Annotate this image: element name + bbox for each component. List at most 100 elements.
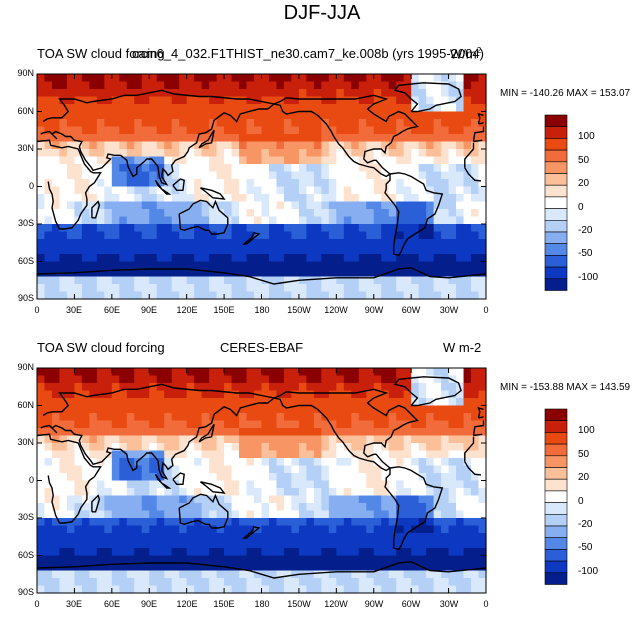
field-cell — [254, 518, 263, 527]
field-cell — [201, 156, 210, 165]
field-cell — [441, 224, 450, 233]
field-cell — [373, 119, 382, 128]
field-cell — [111, 420, 120, 429]
field-cell — [291, 465, 300, 474]
field-cell — [104, 201, 113, 210]
field-cell — [111, 443, 120, 452]
field-cell — [37, 405, 46, 414]
field-cell — [141, 164, 150, 173]
field-cell — [111, 141, 120, 150]
field-cell — [224, 480, 233, 489]
field-cell — [291, 585, 300, 594]
field-cell — [59, 570, 68, 579]
field-cell — [321, 390, 330, 399]
field-cell — [74, 420, 83, 429]
field-cell — [396, 413, 405, 422]
field-cell — [119, 291, 128, 300]
field-cell — [239, 443, 248, 452]
field-cell — [179, 495, 188, 504]
field-cell — [306, 119, 315, 128]
field-cell — [396, 585, 405, 594]
field-cell — [254, 291, 263, 300]
field-cell — [463, 368, 472, 377]
field-cell — [441, 578, 450, 587]
field-cell — [396, 488, 405, 497]
field-cell — [104, 89, 113, 98]
field-cell — [134, 246, 143, 255]
field-cell — [291, 141, 300, 150]
field-cell — [358, 201, 367, 210]
field-cell — [44, 96, 53, 105]
field-cell — [186, 473, 195, 482]
field-cell — [171, 465, 180, 474]
field-cell — [111, 96, 120, 105]
field-cell — [254, 458, 263, 467]
field-cell — [463, 216, 472, 225]
field-cell — [239, 179, 248, 188]
field-cell — [283, 458, 293, 467]
field-cell — [373, 488, 382, 497]
field-cell — [141, 134, 150, 143]
field-cell — [478, 224, 487, 233]
colorbar-swatch — [544, 138, 568, 151]
field-cell — [239, 111, 248, 120]
field-cell — [373, 201, 382, 210]
lon-label: 0 — [34, 599, 40, 609]
field-cell — [246, 480, 255, 489]
field-cell — [246, 540, 255, 549]
field-cell — [254, 276, 263, 285]
field-cell — [246, 450, 255, 459]
field-cell — [276, 540, 285, 549]
field-cell — [194, 375, 203, 384]
field-cell — [96, 420, 105, 429]
field-cell — [456, 156, 465, 165]
field-cell — [433, 224, 442, 233]
field-cell — [96, 473, 105, 482]
field-cell — [119, 488, 128, 497]
field-cell — [44, 156, 53, 165]
field-cell — [119, 179, 128, 188]
field-cell — [51, 570, 61, 579]
lon-label: 150E — [213, 305, 235, 315]
field-cell — [336, 119, 345, 128]
field-cell — [224, 246, 233, 255]
field-cell — [283, 405, 293, 414]
field-cell — [433, 383, 442, 392]
field-cell — [59, 201, 68, 210]
field-cell — [186, 480, 195, 489]
field-cell — [306, 201, 315, 210]
field-cell — [403, 413, 412, 422]
field-cell — [119, 375, 128, 384]
field-cell — [456, 405, 465, 414]
lon-label: 30W — [439, 599, 459, 609]
field-cell — [478, 525, 487, 534]
field-cell — [448, 405, 457, 414]
field-cell — [104, 435, 113, 444]
field-cell — [201, 149, 210, 158]
field-cell — [37, 458, 46, 467]
field-cell — [134, 585, 143, 594]
field-cell — [478, 458, 487, 467]
field-cell — [396, 368, 405, 377]
field-cell — [59, 510, 68, 519]
field-cell — [239, 156, 248, 165]
field-cell — [164, 413, 173, 422]
field-cell — [441, 533, 450, 542]
field-cell — [81, 533, 90, 542]
field-cell — [463, 134, 472, 143]
field-cell — [471, 443, 480, 452]
field-cell — [441, 261, 450, 270]
field-cell — [51, 224, 61, 233]
field-cell — [433, 428, 442, 437]
field-cell — [283, 495, 293, 504]
lon-label: 90W — [364, 599, 384, 609]
field-cell — [441, 390, 450, 399]
field-cell — [268, 96, 278, 105]
field-cell — [328, 74, 337, 83]
field-cell — [463, 291, 472, 300]
field-cell — [381, 216, 390, 225]
field-cell — [351, 443, 360, 452]
field-cell — [209, 435, 218, 444]
field-cell — [119, 555, 128, 564]
field-cell — [441, 179, 450, 188]
